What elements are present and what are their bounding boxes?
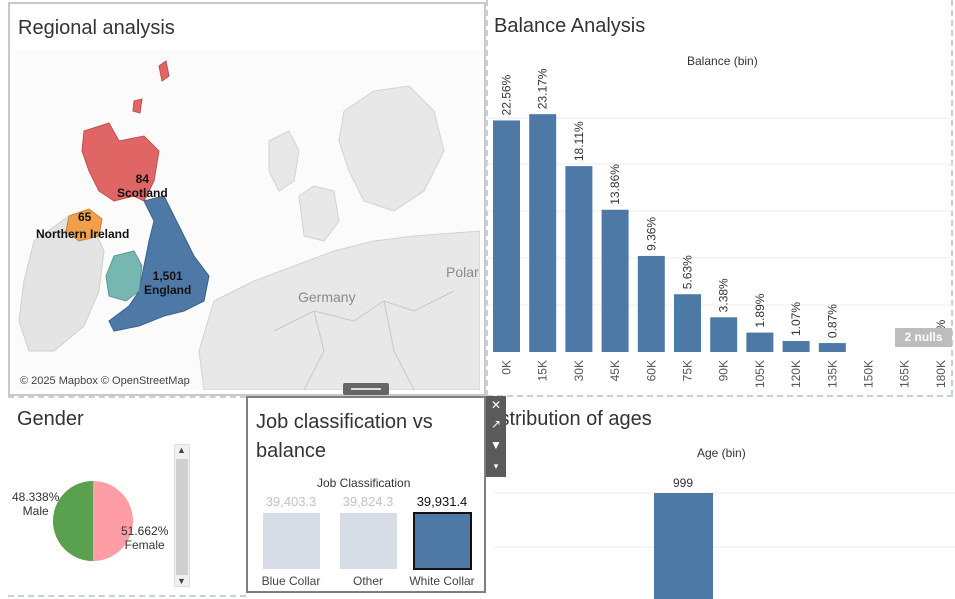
regional-title: Regional analysis [18, 17, 175, 39]
bar-value-label: 3.38% [717, 278, 731, 312]
x-tick-label: Other [353, 574, 383, 588]
balance-header: Balance (bin) [687, 54, 758, 68]
gender-panel: Gender 48.338% Male 51.662% Female [8, 400, 243, 596]
panel-toolbar: ✕ ↗ ▼ ▾ [486, 396, 506, 477]
bar[interactable] [746, 332, 774, 352]
bar[interactable] [413, 512, 472, 570]
england-region[interactable] [108, 195, 210, 332]
bar-value-label: 39,931.4 [417, 494, 468, 509]
northern-ireland-value: 65 [78, 210, 92, 224]
bar-value-label: 0.87% [825, 304, 839, 338]
bar-value-label: 39,403.3 [266, 494, 317, 509]
scroll-up-icon[interactable]: ▲ [177, 445, 186, 455]
ages-chart[interactable]: 999 [494, 400, 955, 599]
x-tick-label: 0K [500, 360, 514, 375]
bar-value-label: 22.56% [500, 74, 514, 115]
bar-value-label: 999 [673, 476, 693, 490]
ages-title: istribution of ages [495, 408, 652, 430]
bar[interactable] [818, 343, 846, 352]
balance-title: Balance Analysis [494, 15, 646, 37]
scroll-down-icon[interactable]: ▼ [177, 576, 186, 586]
regional-map[interactable]: 84 Scotland 65 Northern Ireland 1,501 Engl… [14, 51, 480, 390]
bar[interactable] [710, 317, 738, 352]
x-tick-label: Blue Collar [262, 574, 321, 588]
x-tick-label: 120K [789, 360, 803, 388]
x-tick-label: 135K [825, 360, 839, 388]
filter-icon[interactable]: ▼ [490, 438, 502, 452]
job-classification-panel[interactable]: Job classification vs balance Job Classif… [246, 396, 486, 593]
bar[interactable] [637, 255, 665, 352]
bar[interactable] [782, 341, 810, 352]
bar[interactable] [340, 513, 397, 569]
wales-region[interactable] [105, 250, 143, 302]
germany-label: Germany [298, 289, 356, 305]
ages-header: Age (bin) [697, 446, 746, 460]
bar[interactable] [674, 294, 701, 352]
scroll-thumb[interactable] [176, 459, 188, 575]
divider [486, 0, 488, 396]
balance-analysis-panel: Balance Analysis Balance (bin) 22.56% 0K 2… [487, 0, 953, 396]
bar-value-label: 18.11% [572, 121, 586, 161]
gender-title: Gender [17, 408, 84, 430]
scotland-label: 84 Scotland [117, 172, 168, 200]
x-tick-label: 45K [608, 360, 622, 381]
close-icon[interactable]: ✕ [490, 398, 502, 412]
x-tick-label: 180K [934, 360, 948, 388]
nulls-badge[interactable]: 2 nulls [895, 328, 952, 347]
bar-value-label: 5.63% [681, 255, 695, 289]
x-tick-label: 15K [536, 360, 550, 381]
bar[interactable] [565, 166, 593, 352]
x-tick-label: 150K [862, 360, 876, 388]
poland-label: Polar [446, 264, 479, 280]
job-title: Job classification vs balance [256, 411, 433, 462]
northern-ireland-region[interactable] [65, 208, 103, 242]
england-label: 1,501 England [144, 269, 192, 297]
female-label: 51.662% Female [121, 524, 169, 552]
bar-value-label: 13.86% [608, 164, 622, 205]
x-tick-label: 90K [717, 360, 731, 381]
x-tick-label: White Collar [409, 574, 474, 588]
gender-scrollbar[interactable]: ▲ ▼ [174, 444, 190, 587]
bar-value-label: 39,824.3 [343, 494, 394, 509]
balance-chart[interactable]: 22.56% 0K 23.17% 15K 18.11% 30K 13.86% 45K 9.36%… [487, 0, 953, 396]
divider [8, 396, 246, 398]
x-tick-label: 30K [572, 360, 586, 381]
x-tick-label: 75K [681, 360, 695, 381]
bar[interactable] [529, 114, 557, 352]
map-canvas [18, 60, 480, 390]
age-distribution-panel: istribution of ages Age (bin) 999 [494, 400, 955, 599]
bar-value-label: 1.89% [753, 293, 767, 327]
job-header: Job Classification [317, 476, 411, 490]
x-tick-label: 105K [753, 360, 767, 388]
job-chart[interactable]: 39,403.3 Blue Collar 39,824.3 Other 39,931.4… [248, 398, 484, 591]
bar[interactable] [263, 513, 320, 569]
open-external-icon[interactable]: ↗ [490, 417, 502, 431]
bar-value-label: 1.07% [789, 302, 803, 336]
divider [487, 395, 953, 397]
map-credit: © 2025 Mapbox © OpenStreetMap [20, 375, 190, 387]
bar-value-label: 9.36% [644, 217, 658, 251]
gender-chart[interactable] [8, 400, 243, 596]
bar[interactable] [601, 209, 629, 352]
x-tick-label: 165K [898, 360, 912, 388]
pie-slice-male[interactable] [53, 481, 93, 561]
bar[interactable] [654, 493, 713, 599]
divider [8, 595, 246, 597]
divider [951, 0, 953, 396]
northern-ireland-label: Northern Ireland [36, 227, 130, 241]
x-tick-label: 60K [644, 360, 658, 381]
resize-handle[interactable] [343, 383, 389, 395]
male-label: 48.338% Male [12, 490, 60, 518]
more-options-icon[interactable]: ▾ [493, 461, 499, 471]
bar-value-label: 23.17% [536, 68, 550, 109]
regional-analysis-panel: Regional analysis 84 Scotland [8, 2, 486, 396]
bar[interactable] [493, 120, 520, 352]
